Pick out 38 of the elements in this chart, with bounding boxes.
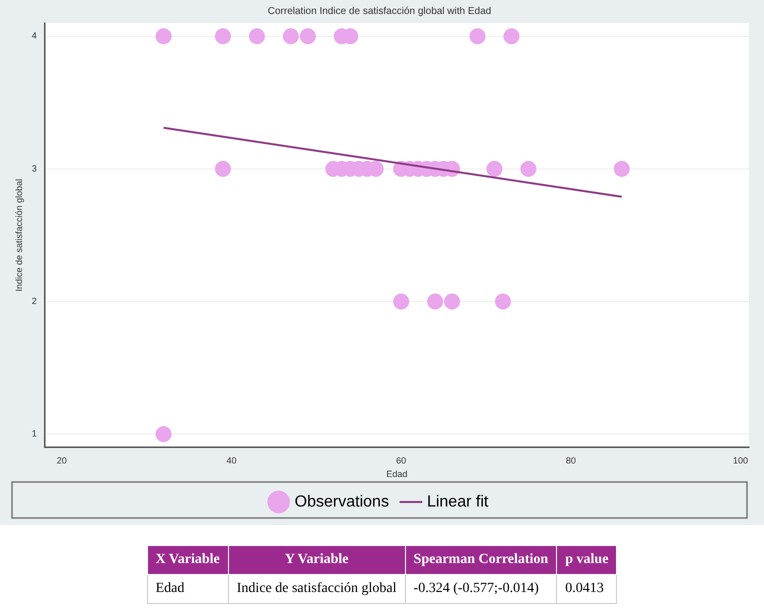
x-tick-label: 80 — [566, 455, 576, 466]
text: 0.0413 — [556, 574, 617, 604]
point — [248, 28, 265, 44]
text: Edad — [147, 574, 228, 604]
point — [427, 294, 444, 310]
y-tick-label: 4 — [32, 30, 37, 41]
point — [494, 294, 511, 310]
y-tick-label: 1 — [32, 428, 37, 439]
text: Indice de satisfacción global — [228, 574, 406, 604]
text: X Variable — [147, 546, 228, 574]
point — [300, 28, 316, 44]
y-axis-title: Indice de satisfacción global — [14, 178, 24, 292]
x-tick-label: 100 — [733, 455, 748, 466]
y-tick-label: 3 — [32, 163, 37, 174]
x-tick-label: 40 — [226, 455, 236, 466]
point — [282, 28, 299, 44]
point — [393, 294, 410, 310]
x-tick-label: 20 — [56, 455, 67, 466]
x-tick-label: 60 — [396, 455, 406, 466]
point — [614, 160, 630, 177]
text: Spearman Correlation — [405, 546, 557, 574]
chart-title: Correlation Indice de satisfacción global with Edad — [268, 6, 492, 17]
text: -0.324 (-0.577;-0.014) — [405, 574, 557, 604]
text: p value — [556, 546, 617, 574]
legend-label: Linear fit — [426, 493, 489, 510]
point — [214, 160, 231, 177]
point — [444, 294, 460, 310]
point — [520, 160, 536, 177]
point — [156, 426, 172, 442]
point — [214, 28, 231, 44]
x-axis-title: Edad — [386, 469, 408, 480]
point — [503, 28, 520, 44]
text: Y Variable — [228, 546, 406, 574]
point — [156, 28, 172, 44]
point — [470, 28, 486, 44]
point — [486, 160, 502, 177]
y-tick-label: 2 — [32, 296, 37, 306]
legend-label: Observations — [294, 493, 389, 510]
